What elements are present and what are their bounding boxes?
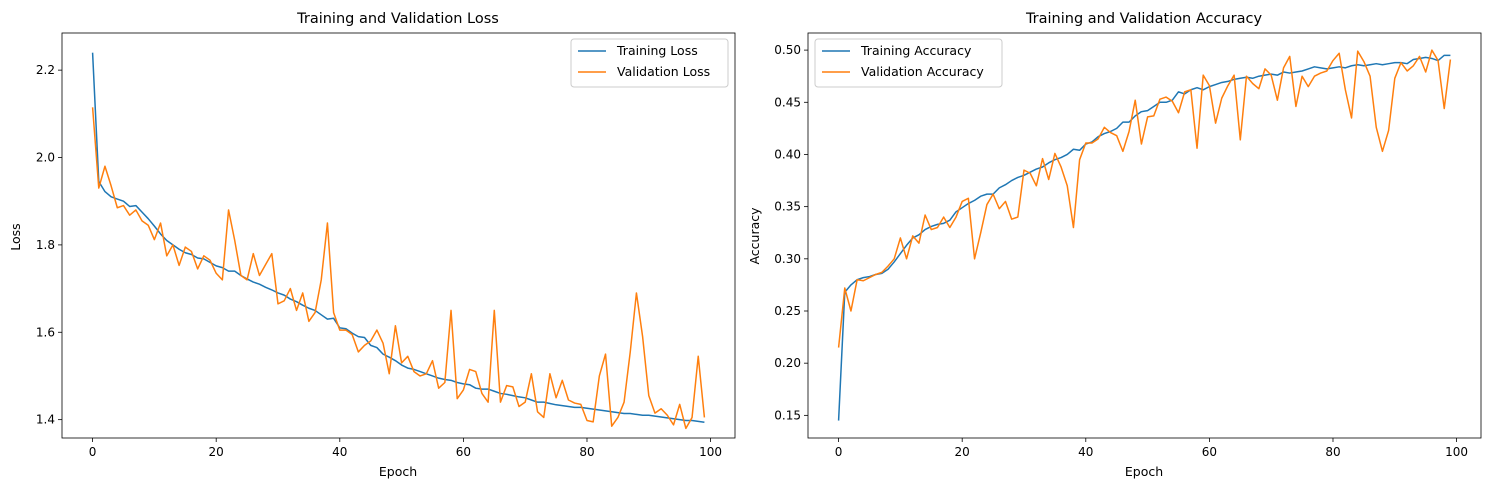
loss-x-tick-label: 40 bbox=[332, 445, 347, 459]
accuracy-legend-label-validation: Validation Accuracy bbox=[861, 64, 984, 79]
loss-y-tick-label: 1.4 bbox=[36, 413, 55, 427]
loss-ticks: 0 20 40 60 80 100 1.4 1.6 1.8 2.0 2.2 bbox=[36, 63, 722, 459]
accuracy-ticks: 0 20 40 60 80 100 0.15 0.20 0.25 0.30 0.35 0.40 0.45… bbox=[774, 43, 1468, 459]
accuracy-series-line-validation bbox=[837, 49, 1452, 348]
loss-x-tick-label: 100 bbox=[699, 445, 722, 459]
accuracy-x-tick-label: 40 bbox=[1078, 445, 1093, 459]
accuracy-chart: Training and Validation Accuracy Epoch A… bbox=[747, 11, 1482, 479]
accuracy-legend-box bbox=[814, 38, 1003, 88]
accuracy-y-tick-label: 0.20 bbox=[774, 356, 801, 370]
loss-y-axis-label: Loss bbox=[8, 223, 23, 250]
accuracy-x-tick-label: 20 bbox=[955, 445, 970, 459]
accuracy-y-tick-label: 0.30 bbox=[774, 252, 801, 266]
loss-x-tick-label: 80 bbox=[579, 445, 594, 459]
loss-y-tick-label: 2.0 bbox=[36, 151, 55, 165]
accuracy-y-axis-label: Accuracy bbox=[747, 207, 762, 265]
loss-plot-frame bbox=[61, 32, 736, 439]
accuracy-lines bbox=[837, 49, 1452, 421]
accuracy-x-tick-label: 80 bbox=[1325, 445, 1340, 459]
loss-legend: Training Loss Validation Loss bbox=[570, 38, 729, 88]
loss-series-line-validation bbox=[91, 107, 706, 430]
accuracy-x-tick-label: 100 bbox=[1445, 445, 1468, 459]
accuracy-x-tick-label: 0 bbox=[835, 445, 843, 459]
accuracy-y-tick-label: 0.15 bbox=[774, 408, 801, 422]
loss-x-axis-label: Epoch bbox=[379, 464, 417, 479]
accuracy-legend-label-training: Training Accuracy bbox=[860, 43, 972, 58]
accuracy-y-tick-label: 0.35 bbox=[774, 200, 801, 214]
accuracy-y-tick-label: 0.25 bbox=[774, 304, 801, 318]
loss-y-tick-label: 2.2 bbox=[36, 63, 55, 77]
loss-legend-label-training: Training Loss bbox=[616, 43, 698, 58]
loss-legend-box bbox=[570, 38, 729, 88]
accuracy-x-axis-label: Epoch bbox=[1125, 464, 1163, 479]
accuracy-legend: Training Accuracy Validation Accuracy bbox=[814, 38, 1003, 88]
accuracy-y-tick-label: 0.45 bbox=[774, 95, 801, 109]
loss-chart-title: Training and Validation Loss bbox=[296, 11, 499, 27]
loss-x-tick-label: 60 bbox=[456, 445, 471, 459]
loss-x-tick-label: 0 bbox=[89, 445, 97, 459]
loss-y-tick-label: 1.8 bbox=[36, 238, 55, 252]
loss-series-line-training bbox=[91, 52, 705, 424]
loss-lines bbox=[91, 52, 706, 430]
accuracy-x-tick-label: 60 bbox=[1202, 445, 1217, 459]
accuracy-y-tick-label: 0.50 bbox=[774, 43, 801, 57]
loss-legend-label-validation: Validation Loss bbox=[617, 64, 710, 79]
loss-y-tick-label: 1.6 bbox=[36, 325, 55, 339]
loss-x-tick-label: 20 bbox=[209, 445, 224, 459]
accuracy-y-tick-label: 0.40 bbox=[774, 147, 801, 161]
loss-chart: Training and Validation Loss Epoch Loss … bbox=[8, 11, 736, 479]
accuracy-series-line-training bbox=[837, 54, 1451, 421]
accuracy-plot-frame bbox=[807, 32, 1482, 439]
accuracy-chart-title: Training and Validation Accuracy bbox=[1025, 11, 1263, 27]
